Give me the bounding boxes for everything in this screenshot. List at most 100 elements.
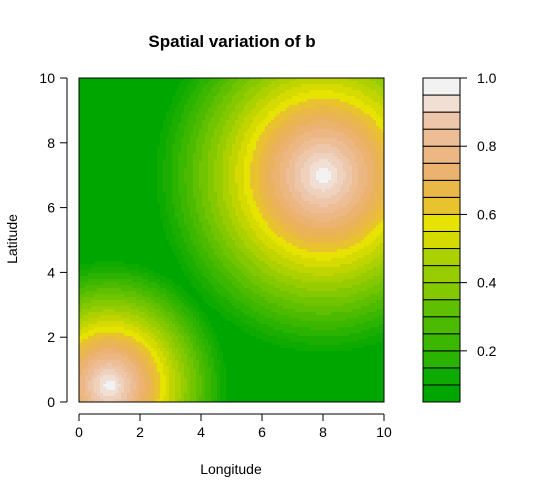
contour-cell [250, 141, 254, 145]
contour-cell [286, 180, 290, 184]
contour-cell [352, 180, 356, 184]
contour-cell [208, 87, 212, 91]
contour-cell [151, 150, 155, 154]
contour-cell [196, 201, 200, 205]
contour-cell [157, 156, 161, 160]
contour-cell [109, 126, 113, 130]
contour-cell [250, 174, 254, 178]
contour-cell [361, 204, 365, 208]
contour-cell [358, 165, 362, 169]
contour-cell [130, 105, 134, 109]
contour-cell [298, 108, 302, 112]
contour-cell [127, 222, 131, 226]
contour-cell [241, 135, 245, 139]
contour-cell [193, 222, 197, 226]
contour-cell [316, 84, 320, 88]
contour-cell [319, 87, 323, 91]
contour-cell [217, 207, 221, 211]
contour-cell [187, 222, 191, 226]
contour-cell [169, 90, 173, 94]
contour-cell [355, 99, 359, 103]
contour-cell [259, 150, 263, 154]
contour-cell [292, 117, 296, 121]
contour-cell [301, 90, 305, 94]
contour-cell [121, 141, 125, 145]
contour-cell [313, 126, 317, 130]
contour-cell [157, 123, 161, 127]
contour-cell [133, 186, 137, 190]
contour-cell [313, 132, 317, 136]
contour-cell [256, 219, 260, 223]
contour-cell [208, 144, 212, 148]
contour-cell [124, 207, 128, 211]
contour-cell [133, 78, 137, 82]
contour-cell [346, 213, 350, 217]
contour-cell [265, 117, 269, 121]
contour-cell [313, 207, 317, 211]
contour-cell [256, 99, 260, 103]
contour-cell [208, 117, 212, 121]
contour-cell [250, 204, 254, 208]
contour-cell [142, 99, 146, 103]
contour-cell [91, 126, 95, 130]
contour-cell [310, 219, 314, 223]
contour-cell [223, 141, 227, 145]
contour-cell [244, 135, 248, 139]
contour-cell [253, 186, 257, 190]
contour-cell [196, 183, 200, 187]
contour-cell [157, 207, 161, 211]
contour-cell [157, 213, 161, 217]
contour-cell [220, 204, 224, 208]
contour-cell [310, 192, 314, 196]
contour-cell [193, 81, 197, 85]
contour-cell [325, 81, 329, 85]
contour-cell [358, 93, 362, 97]
contour-cell [85, 90, 89, 94]
contour-cell [118, 207, 122, 211]
contour-cell [328, 135, 332, 139]
contour-cell [88, 177, 92, 181]
contour-cell [253, 105, 257, 109]
contour-cell [274, 165, 278, 169]
contour-cell [238, 156, 242, 160]
contour-cell [148, 168, 152, 172]
contour-cell [178, 195, 182, 199]
contour-cell [133, 93, 137, 97]
contour-cell [328, 216, 332, 220]
contour-cell [316, 195, 320, 199]
contour-cell [259, 177, 263, 181]
contour-cell [232, 93, 236, 97]
contour-cell [355, 174, 359, 178]
contour-cell [103, 120, 107, 124]
contour-cell [97, 186, 101, 190]
contour-cell [370, 150, 374, 154]
contour-cell [190, 177, 194, 181]
contour-cell [169, 153, 173, 157]
contour-cell [247, 108, 251, 112]
contour-cell [268, 159, 272, 163]
contour-cell [106, 99, 110, 103]
contour-cell [304, 174, 308, 178]
contour-cell [133, 159, 137, 163]
contour-cell [382, 138, 385, 142]
contour-cell [352, 96, 356, 100]
contour-cell [373, 105, 377, 109]
contour-cell [283, 135, 287, 139]
contour-cell [214, 147, 218, 151]
contour-cell [97, 219, 101, 223]
contour-cell [157, 186, 161, 190]
contour-cell [292, 174, 296, 178]
contour-cell [118, 219, 122, 223]
contour-cell [172, 96, 176, 100]
contour-cell [199, 108, 203, 112]
contour-cell [106, 183, 110, 187]
contour-cell [229, 162, 233, 166]
contour-cell [100, 162, 104, 166]
contour-cell [151, 102, 155, 106]
contour-cell [142, 138, 146, 142]
contour-cell [379, 168, 383, 172]
contour-cell [211, 156, 215, 160]
contour-cell [88, 105, 92, 109]
contour-cell [265, 186, 269, 190]
contour-cell [106, 81, 110, 85]
